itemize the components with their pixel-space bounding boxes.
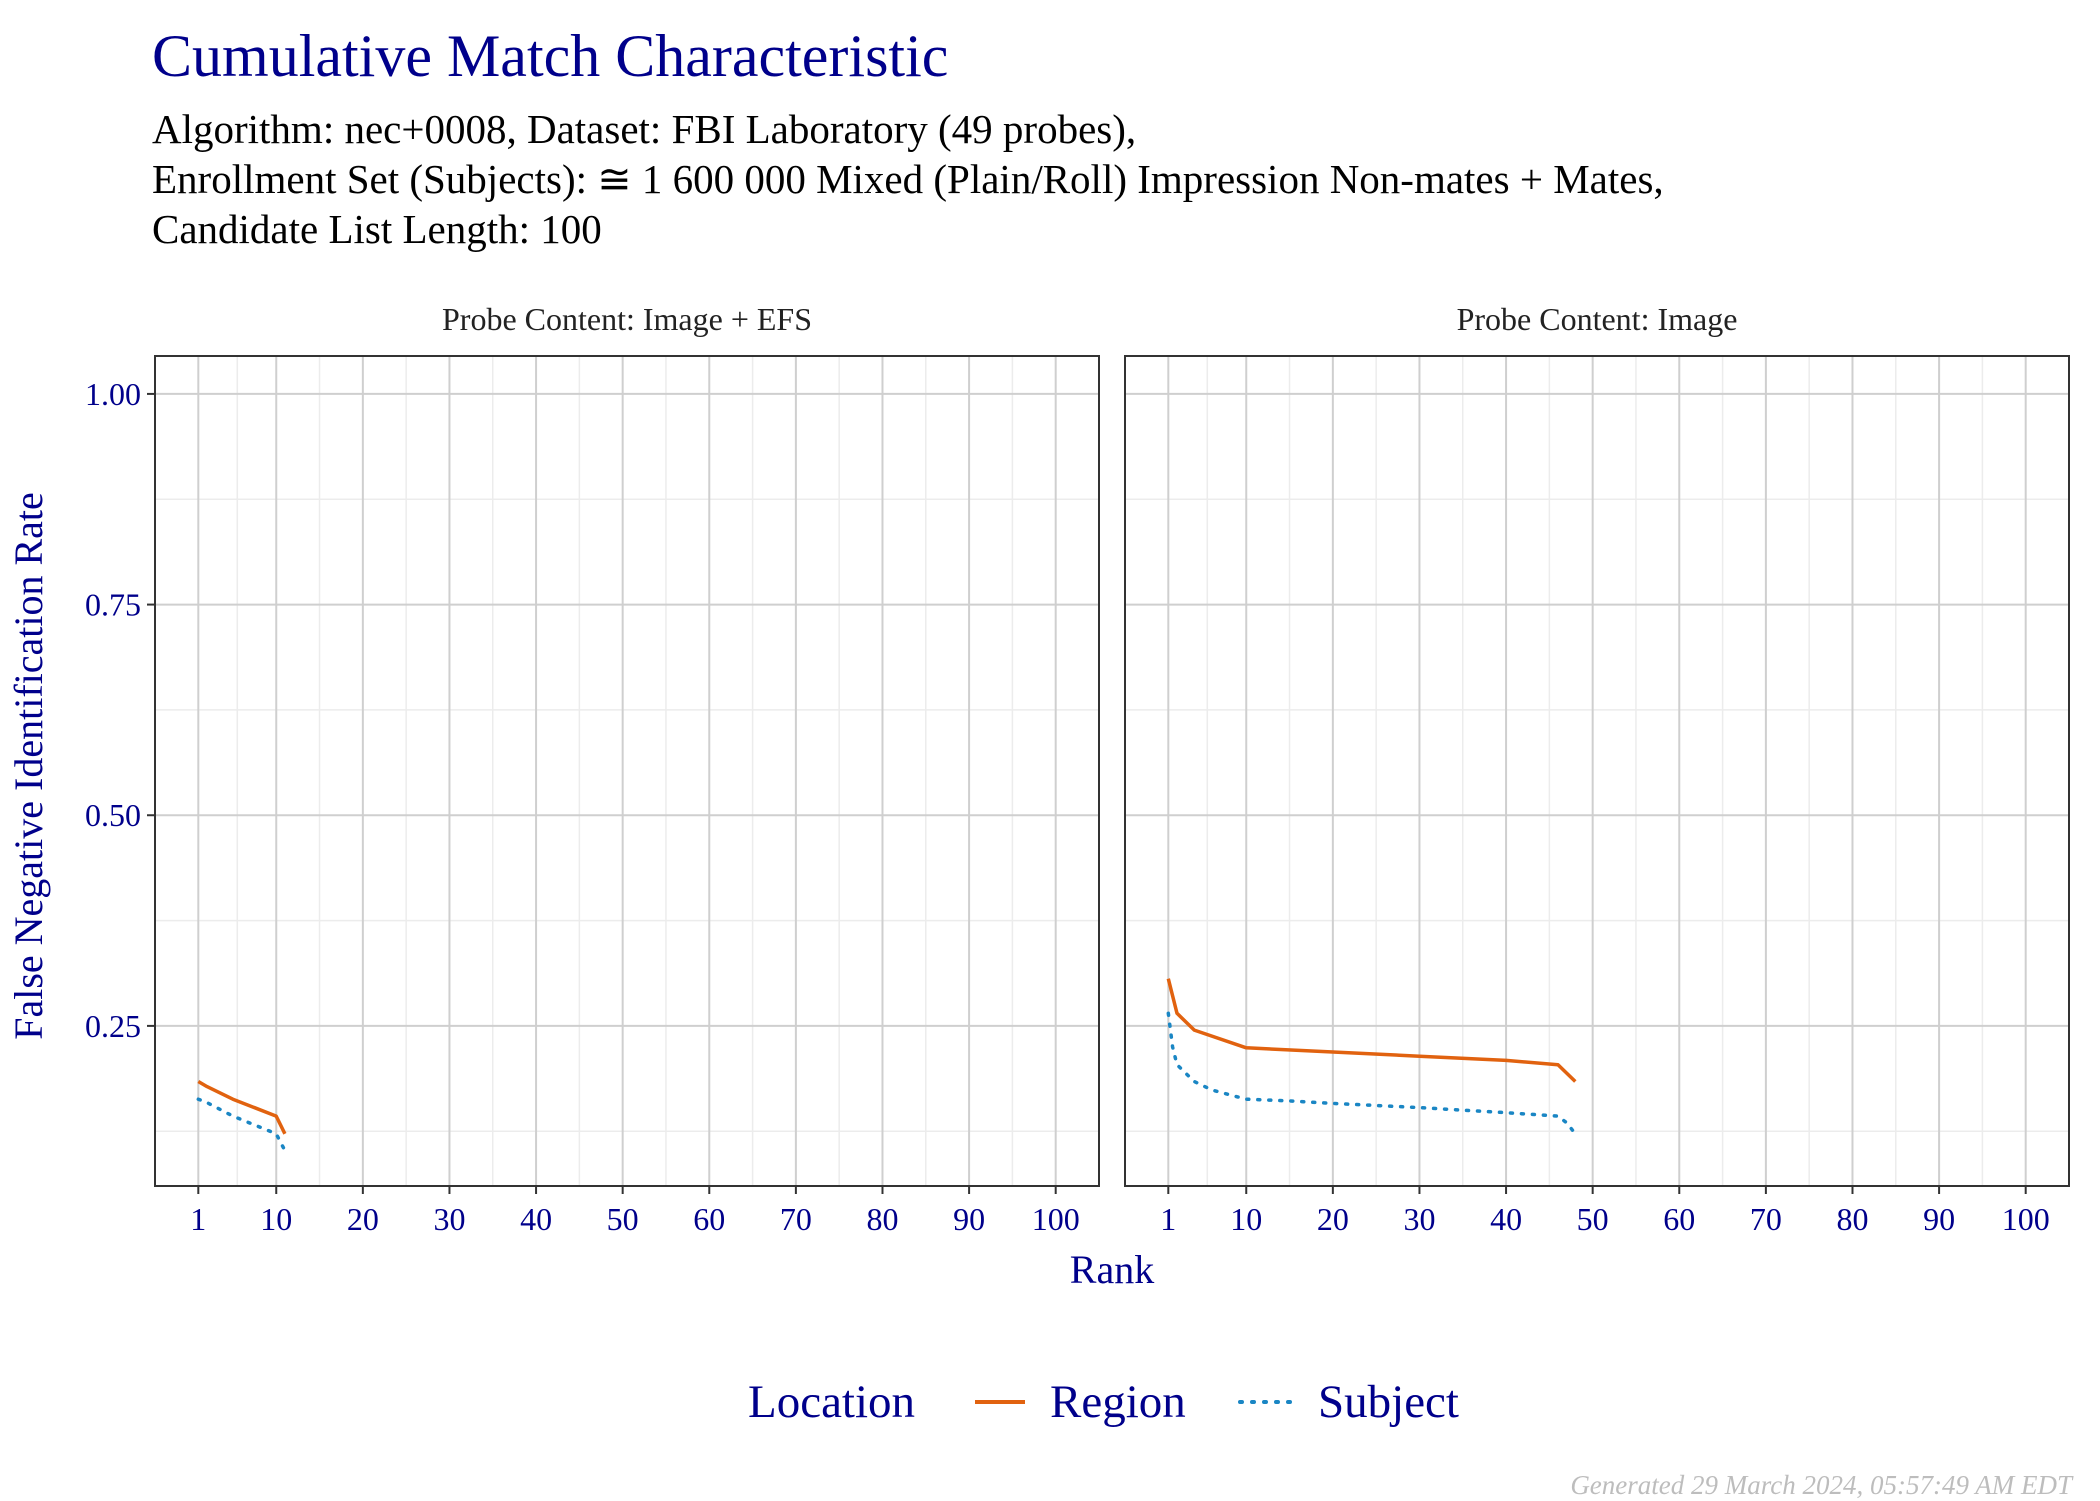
series-line-region: [198, 1082, 285, 1134]
x-tick-label: 20: [1317, 1201, 1349, 1237]
x-tick-label: 20: [347, 1201, 379, 1237]
panel-title: Probe Content: Image: [1457, 301, 1738, 337]
x-tick-label: 90: [953, 1201, 985, 1237]
x-tick-label: 100: [2002, 1201, 2050, 1237]
x-tick-label: 60: [693, 1201, 725, 1237]
panel-image-efs: Probe Content: Image + EFS 1 10 20 30 40 50 60 7…: [85, 301, 1099, 1237]
x-tick-label: 10: [260, 1201, 292, 1237]
generated-timestamp: Generated 29 March 2024, 05:57:49 AM EDT: [1570, 1470, 2072, 1501]
x-tick-label: 40: [1490, 1201, 1522, 1237]
panel-image: Probe Content: Image 1 10 20 30 40 50 60 70 80 90 1…: [1125, 301, 2069, 1237]
x-tick-label: 90: [1923, 1201, 1955, 1237]
y-tick-label: 1.00: [85, 376, 141, 412]
series-line-subject: [1168, 1013, 1575, 1134]
y-tick-label: 0.50: [85, 797, 141, 833]
series-line-subject: [198, 1099, 285, 1150]
x-tick-label: 50: [607, 1201, 639, 1237]
x-tick-label: 70: [1750, 1201, 1782, 1237]
x-tick-label: 100: [1032, 1201, 1080, 1237]
x-tick-label: 1: [1160, 1201, 1176, 1237]
x-tick-label: 30: [433, 1201, 465, 1237]
x-tick-label: 70: [780, 1201, 812, 1237]
x-tick-label: 80: [866, 1201, 898, 1237]
panel-border: [155, 356, 1099, 1186]
x-tick-label: 30: [1403, 1201, 1435, 1237]
x-axis-label: Rank: [1070, 1247, 1154, 1292]
legend: Location Region Subject: [748, 1376, 1459, 1428]
x-tick-label: 80: [1836, 1201, 1868, 1237]
panel-border: [1125, 356, 2069, 1186]
panel-title: Probe Content: Image + EFS: [442, 301, 812, 337]
y-tick-label: 0.25: [85, 1008, 141, 1044]
x-tick-label: 40: [520, 1201, 552, 1237]
y-axis-label: False Negative Identification Rate: [6, 492, 51, 1040]
y-tick-label: 0.75: [85, 587, 141, 623]
series-line-region: [1168, 979, 1575, 1082]
x-tick-label: 60: [1663, 1201, 1695, 1237]
legend-label-region: Region: [1050, 1376, 1186, 1428]
x-tick-label: 1: [190, 1201, 206, 1237]
x-tick-label: 10: [1230, 1201, 1262, 1237]
legend-title: Location: [748, 1376, 915, 1428]
x-tick-label: 50: [1577, 1201, 1609, 1237]
legend-label-subject: Subject: [1318, 1376, 1459, 1428]
